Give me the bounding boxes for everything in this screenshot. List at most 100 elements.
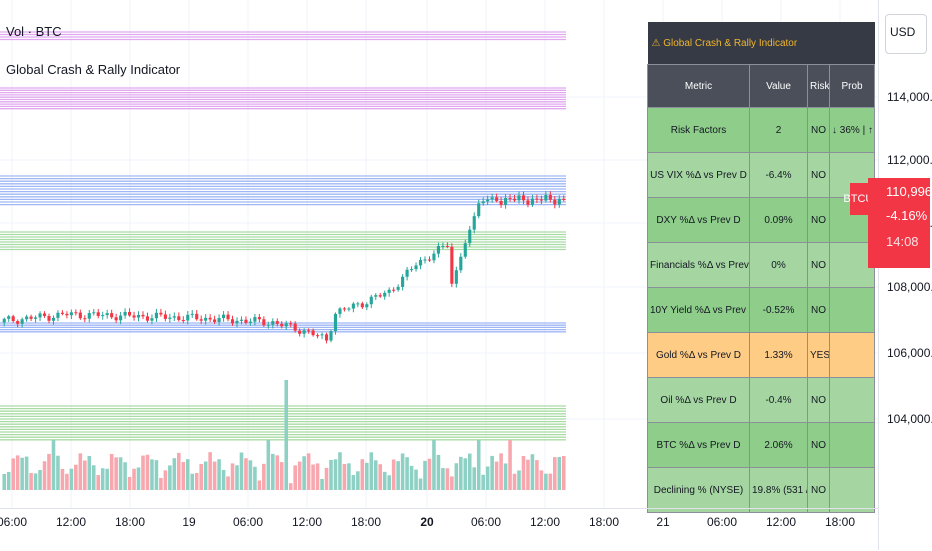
table-row: Financials %Δ vs Prev D 0% NO	[647, 242, 876, 288]
table-title: ⚠ Global Crash & Rally Indicator	[647, 22, 875, 65]
candle-body	[329, 331, 333, 341]
header-prob: Prob	[828, 64, 876, 108]
bar-countdown: 14:08	[886, 234, 919, 249]
volume-bar	[476, 440, 481, 490]
volume-bar	[382, 471, 387, 490]
volume-bar	[123, 462, 127, 490]
table-row: BTC %Δ vs Prev D 2.06% NO	[647, 422, 876, 468]
candle-body	[145, 316, 150, 321]
candle-body	[526, 200, 530, 205]
candle-body	[454, 270, 458, 284]
volume-bar	[253, 466, 257, 490]
volume-bar	[293, 465, 297, 490]
volume-legend[interactable]: Vol · BTC	[6, 24, 62, 39]
candle-body	[445, 245, 449, 247]
candle-body	[405, 269, 409, 277]
candle-body	[195, 313, 199, 320]
price-axis[interactable]: USD 114,000.00112,000.00110,000.00108,00…	[878, 0, 932, 550]
candle-body	[7, 316, 11, 319]
volume-bar	[42, 461, 47, 490]
volume-bar	[499, 453, 503, 490]
risk-cell: NO	[807, 107, 830, 153]
candle-body	[495, 197, 499, 201]
price-chart[interactable]	[0, 0, 878, 508]
volume-bar	[172, 458, 177, 490]
volume-bar	[248, 460, 253, 490]
volume-bar	[360, 459, 365, 490]
candle-body	[16, 321, 20, 324]
candle-body	[472, 216, 476, 230]
candle-body	[150, 318, 154, 321]
candle-body	[539, 199, 543, 201]
price-tick: 106,000.00	[887, 346, 932, 360]
candle-body	[177, 316, 181, 321]
candle-body	[459, 256, 463, 271]
time-tick: 12:00	[55, 515, 87, 529]
candle-body	[512, 198, 517, 201]
prob-cell	[828, 242, 876, 288]
volume-bar	[230, 463, 235, 490]
candle-body	[504, 198, 508, 205]
volume-bar	[347, 463, 351, 490]
volume-bar	[271, 453, 275, 490]
volume-bar	[136, 467, 141, 490]
metric-cell: BTC %Δ vs Prev D	[647, 422, 750, 468]
candle-body	[553, 199, 557, 205]
volume-bar	[132, 468, 136, 490]
candle-body	[253, 317, 257, 322]
volume-bar	[244, 458, 248, 490]
candle-body	[2, 318, 6, 323]
risk-cell: NO	[807, 197, 830, 243]
volume-bar	[83, 460, 87, 490]
candle-body	[47, 315, 51, 321]
volume-bar	[181, 461, 186, 490]
header-metric: Metric	[647, 64, 750, 108]
volume-bar	[306, 453, 311, 490]
volume-bar	[56, 455, 60, 490]
volume-bar	[472, 467, 477, 490]
candle-body	[423, 259, 427, 261]
volume-bar	[199, 463, 203, 490]
prob-cell	[828, 467, 876, 513]
volume-bar	[459, 456, 463, 490]
volume-bar	[441, 468, 445, 490]
volume-bar	[544, 473, 548, 490]
candle-body	[324, 334, 329, 341]
header-value: Value	[749, 64, 808, 108]
candle-body	[96, 312, 100, 316]
candle-body	[410, 269, 414, 271]
volume-bar	[369, 452, 374, 490]
candle-body	[441, 245, 445, 247]
volume-bar	[100, 468, 105, 490]
volume-bar	[391, 459, 396, 490]
last-price-label: 110,996.16 -4.16% 14:08	[868, 178, 932, 268]
currency-selector[interactable]: USD	[885, 14, 927, 54]
candle-body	[42, 313, 47, 316]
candle-body	[521, 195, 526, 201]
time-axis[interactable]: 06:00 12:00 18:00 19 06:00 12:00 18:00 20 06:00 1…	[0, 508, 878, 551]
volume-bar	[154, 460, 159, 490]
indicator-legend[interactable]: Global Crash & Rally Indicator	[6, 62, 181, 77]
metric-cell: US VIX %Δ vs Prev D	[647, 152, 750, 198]
candle-body	[530, 198, 534, 205]
candle-body	[468, 229, 472, 244]
value-cell: -0.52%	[749, 287, 808, 333]
candle-body	[499, 200, 503, 205]
volume-bar	[517, 470, 521, 490]
candle-body	[29, 316, 33, 319]
candle-body	[396, 286, 400, 290]
metric-cell: Risk Factors	[647, 107, 750, 153]
candle-body	[481, 201, 485, 204]
metric-cell: 10Y Yield %Δ vs Prev D	[647, 287, 750, 333]
volume-bar	[333, 459, 338, 490]
candle-body	[74, 312, 78, 314]
candle-body	[280, 323, 284, 327]
candle-body	[351, 303, 355, 309]
volume-bar	[284, 380, 289, 490]
table-row: Declining % (NYSE) 19.8% (531 / 2683) NO	[647, 467, 876, 513]
volume-bar	[185, 459, 190, 490]
table-row: Risk Factors 2 NO ↓ 36% | ↑ 64%	[647, 107, 876, 153]
candle-body	[69, 312, 73, 316]
candle-body	[186, 314, 190, 321]
candle-body	[114, 317, 118, 321]
